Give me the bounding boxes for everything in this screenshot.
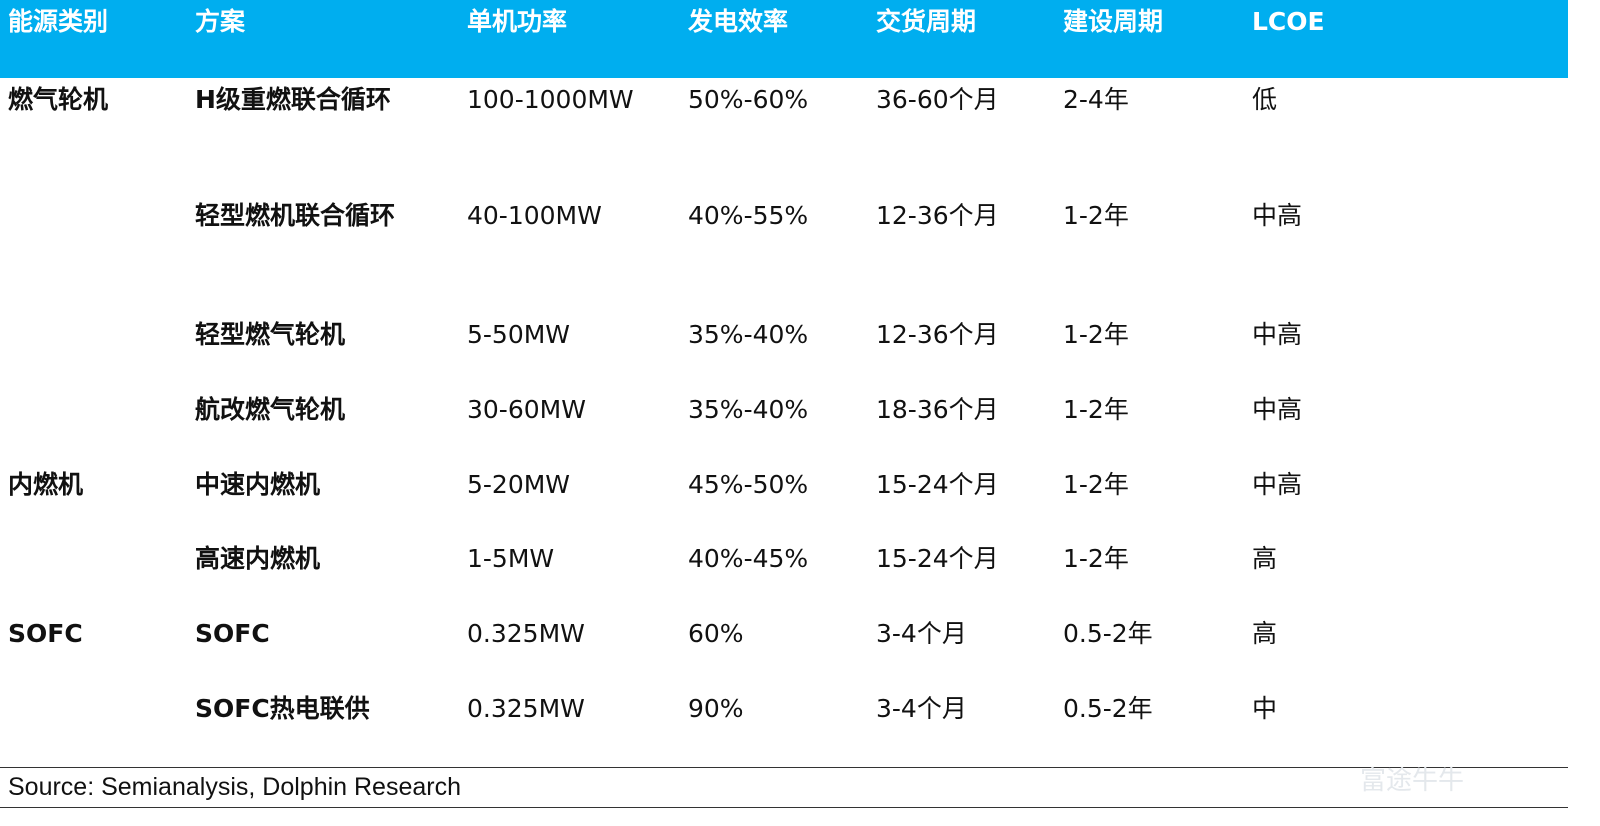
category-cell: SOFC: [8, 619, 83, 648]
table-cell: 1-2年: [1063, 395, 1129, 424]
table-cell: 1-2年: [1063, 470, 1129, 499]
table-cell: 1-2年: [1063, 201, 1129, 230]
rule: [0, 807, 1568, 808]
table-cell: 35%-40%: [688, 320, 809, 349]
table-cell: 中高: [1252, 395, 1303, 424]
table-cell: 40-100MW: [467, 201, 602, 230]
table-header: [0, 0, 1568, 78]
source-note: Source: Semianalysis, Dolphin Research: [8, 773, 461, 801]
table-cell: 1-2年: [1063, 320, 1129, 349]
table-cell: 高: [1252, 544, 1278, 573]
scheme-cell: 航改燃气轮机: [195, 395, 346, 424]
rule: [0, 767, 1568, 768]
header-cell: 方案: [195, 7, 246, 36]
header-cell: 能源类别: [8, 7, 109, 36]
scheme-cell: 轻型燃机联合循环: [195, 201, 396, 230]
header-cell: 建设周期: [1063, 7, 1164, 36]
table-cell: 中: [1252, 694, 1278, 723]
table-cell: 15-24个月: [876, 544, 999, 573]
scheme-cell: SOFC热电联供: [195, 694, 370, 723]
table-cell: 36-60个月: [876, 85, 999, 114]
table-cell: 30-60MW: [467, 395, 586, 424]
table-cell: 18-36个月: [876, 395, 999, 424]
table-cell: 12-36个月: [876, 201, 999, 230]
table-cell: 90%: [688, 694, 744, 723]
table-cell: 中高: [1252, 320, 1303, 349]
table-cell: 0.325MW: [467, 619, 585, 648]
header-cell: 单机功率: [467, 7, 568, 36]
table-cell: 0.5-2年: [1063, 694, 1153, 723]
table-cell: 15-24个月: [876, 470, 999, 499]
table-cell: 50%-60%: [688, 85, 809, 114]
table-cell: 5-50MW: [467, 320, 571, 349]
header-cell: 交货周期: [876, 7, 977, 36]
table-cell: 3-4个月: [876, 619, 967, 648]
table-cell: 中高: [1252, 470, 1303, 499]
table-cell: 40%-45%: [688, 544, 809, 573]
watermark: 富途牛牛: [1360, 766, 1465, 796]
table-cell: 45%-50%: [688, 470, 809, 499]
table-cell: 100-1000MW: [467, 85, 634, 114]
table-cell: 高: [1252, 619, 1278, 648]
table-cell: 5-20MW: [467, 470, 571, 499]
table-cell: 60%: [688, 619, 744, 648]
header-cell: 发电效率: [688, 7, 789, 36]
table-cell: 1-2年: [1063, 544, 1129, 573]
category-cell: 内燃机: [8, 470, 84, 499]
table-cell: 中高: [1252, 201, 1303, 230]
header-cell: LCOE: [1252, 7, 1325, 36]
category-cell: 燃气轮机: [8, 85, 109, 114]
table-cell: 2-4年: [1063, 85, 1129, 114]
scheme-cell: H级重燃联合循环: [195, 85, 391, 114]
table-cell: 1-5MW: [467, 544, 555, 573]
table-cell: 12-36个月: [876, 320, 999, 349]
table-cell: 0.5-2年: [1063, 619, 1153, 648]
scheme-cell: 中速内燃机: [195, 470, 321, 499]
table-cell: 40%-55%: [688, 201, 809, 230]
scheme-cell: 轻型燃气轮机: [195, 320, 346, 349]
scheme-cell: SOFC: [195, 619, 270, 648]
table-cell: 低: [1252, 85, 1278, 114]
table-cell: 3-4个月: [876, 694, 967, 723]
scheme-cell: 高速内燃机: [195, 544, 321, 573]
table-cell: 35%-40%: [688, 395, 809, 424]
table-cell: 0.325MW: [467, 694, 585, 723]
